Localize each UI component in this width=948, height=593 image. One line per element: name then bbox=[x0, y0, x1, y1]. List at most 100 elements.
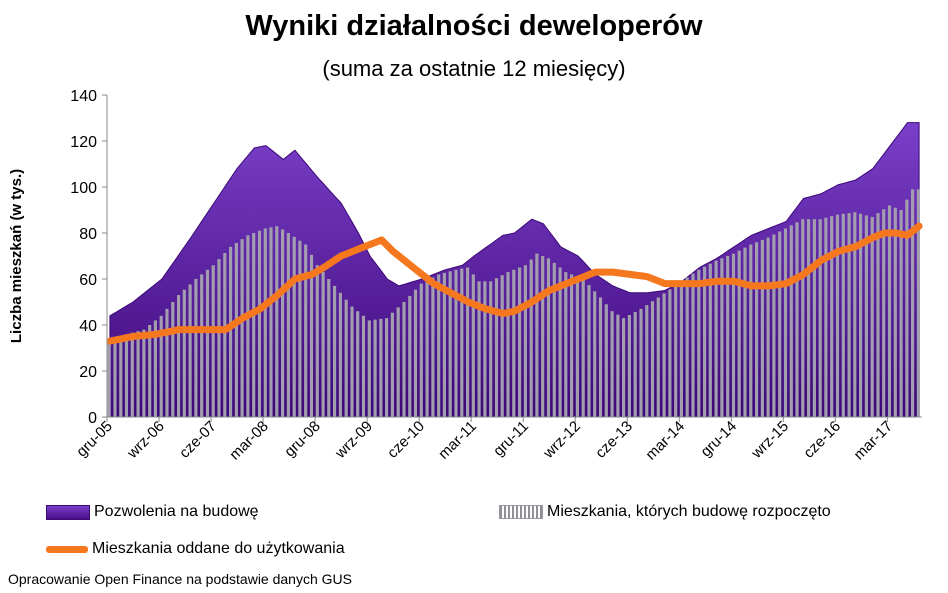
legend-starts-swatch bbox=[499, 505, 543, 519]
starts-bar bbox=[338, 292, 342, 417]
starts-bar bbox=[107, 341, 111, 417]
starts-bar bbox=[749, 244, 753, 417]
starts-bar bbox=[211, 265, 215, 417]
starts-bar bbox=[807, 219, 811, 417]
starts-bar bbox=[662, 293, 666, 417]
starts-bar bbox=[321, 272, 325, 417]
starts-bar bbox=[361, 315, 366, 417]
starts-bar bbox=[899, 210, 903, 417]
starts-bar bbox=[200, 274, 204, 417]
starts-bar bbox=[627, 315, 631, 417]
starts-bar bbox=[494, 278, 499, 417]
y-tick-label: 120 bbox=[70, 134, 97, 151]
starts-bar bbox=[864, 215, 868, 417]
starts-bar bbox=[413, 289, 418, 417]
starts-bar bbox=[708, 263, 712, 417]
starts-bar bbox=[402, 302, 406, 417]
starts-bar bbox=[870, 216, 874, 417]
y-axis-label: Liczba mieszkań (w tys.) bbox=[8, 169, 25, 343]
starts-bar bbox=[841, 213, 845, 417]
starts-bar bbox=[367, 320, 371, 417]
starts-bar bbox=[356, 311, 360, 417]
starts-bar bbox=[755, 242, 759, 417]
starts-bar bbox=[847, 213, 851, 417]
x-tick-label: cze-10 bbox=[384, 418, 428, 462]
starts-bar bbox=[541, 256, 545, 417]
starts-bar bbox=[552, 262, 556, 417]
starts-bar bbox=[477, 281, 481, 417]
starts-bar bbox=[911, 189, 915, 417]
starts-bar bbox=[437, 274, 441, 417]
starts-bar bbox=[188, 284, 192, 417]
starts-bar bbox=[425, 280, 429, 417]
starts-bar bbox=[431, 277, 435, 417]
starts-bar bbox=[217, 259, 221, 417]
x-tick-label: wrz-06 bbox=[123, 418, 168, 463]
x-tick-label: mar-08 bbox=[226, 418, 272, 464]
starts-bar bbox=[246, 235, 250, 417]
starts-bar bbox=[466, 267, 470, 417]
x-tick-label: wrz-09 bbox=[331, 418, 376, 463]
starts-bar bbox=[177, 295, 181, 417]
starts-bar bbox=[760, 239, 764, 417]
starts-bar bbox=[165, 308, 169, 417]
starts-bar bbox=[373, 319, 377, 417]
starts-bar bbox=[570, 274, 574, 417]
starts-bar bbox=[419, 283, 423, 417]
starts-bar bbox=[344, 299, 348, 417]
starts-bar bbox=[593, 291, 597, 417]
starts-bar bbox=[286, 233, 290, 417]
starts-bar bbox=[269, 227, 273, 418]
starts-bar bbox=[113, 338, 117, 417]
y-tick-label: 40 bbox=[79, 318, 97, 335]
x-tick-label: wrz-15 bbox=[748, 418, 793, 463]
starts-bar bbox=[546, 258, 551, 417]
starts-bar bbox=[564, 272, 568, 417]
starts-bar bbox=[887, 205, 892, 417]
starts-bar bbox=[581, 279, 585, 417]
legend-permits: Pozwolenia na budowę bbox=[46, 503, 259, 521]
starts-bar bbox=[587, 285, 591, 417]
starts-bar bbox=[309, 254, 314, 417]
starts-bar bbox=[298, 240, 302, 417]
y-tick-label: 60 bbox=[79, 272, 97, 289]
starts-bar bbox=[159, 315, 163, 417]
starts-bar bbox=[506, 272, 510, 417]
starts-bar bbox=[333, 285, 337, 417]
starts-bar bbox=[240, 239, 244, 417]
starts-bar bbox=[645, 305, 649, 417]
starts-bar bbox=[795, 222, 799, 417]
starts-bar bbox=[737, 250, 741, 417]
starts-bar bbox=[448, 271, 452, 417]
starts-bar bbox=[778, 231, 782, 417]
x-tick-label: gru-08 bbox=[281, 418, 324, 461]
starts-bar bbox=[610, 311, 614, 417]
starts-bar bbox=[905, 199, 909, 417]
starts-bar bbox=[483, 281, 487, 417]
source-note: Opracowanie Open Finance na podstawie da… bbox=[8, 571, 352, 587]
legend-permits-swatch bbox=[46, 504, 90, 520]
x-tick-label: mar-14 bbox=[642, 418, 688, 464]
x-tick-label: gru-14 bbox=[697, 418, 740, 461]
starts-bar bbox=[668, 289, 672, 417]
y-tick-label: 140 bbox=[70, 88, 97, 105]
starts-bar bbox=[726, 256, 730, 417]
y-tick-label: 20 bbox=[79, 364, 97, 381]
y-tick-label: 100 bbox=[70, 180, 97, 197]
starts-bar bbox=[142, 329, 146, 417]
starts-bar bbox=[281, 229, 285, 417]
chart-title: Wyniki działalności deweloperów bbox=[245, 10, 703, 42]
starts-bar bbox=[385, 318, 389, 417]
starts-bar bbox=[789, 225, 793, 417]
starts-bar bbox=[523, 265, 527, 417]
starts-bar bbox=[697, 269, 701, 417]
starts-bar bbox=[656, 297, 660, 417]
starts-bar bbox=[812, 219, 816, 417]
legend-starts-label: Mieszkania, których budowę rozpoczęto bbox=[547, 503, 831, 520]
x-tick-label: mar-11 bbox=[435, 418, 480, 463]
starts-bar bbox=[674, 285, 678, 417]
starts-bar bbox=[136, 331, 140, 417]
starts-bar bbox=[766, 237, 770, 417]
